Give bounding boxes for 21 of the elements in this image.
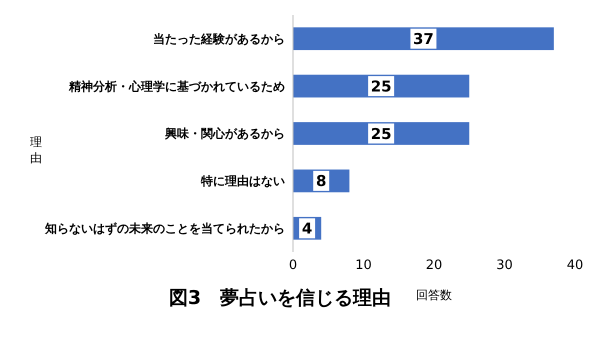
- x-tick-label: 0: [288, 258, 298, 273]
- x-tick-label: 10: [355, 258, 372, 273]
- data-label: 8: [316, 172, 326, 190]
- y-axis-title: 理由: [30, 135, 42, 165]
- y-tick-label: 興味・関心があるから: [164, 126, 285, 141]
- data-label: 25: [370, 77, 392, 96]
- bar: [293, 122, 470, 145]
- y-tick-label: 精神分析・心理学に基づかれているため: [68, 79, 285, 94]
- x-tick-label: 20: [426, 258, 442, 273]
- bar: [293, 27, 554, 50]
- text: 図3 夢占いを信じる理由: [168, 287, 392, 309]
- data-label: 37: [412, 30, 434, 48]
- x-tick-label: 30: [496, 258, 513, 273]
- x-tick-label: 40: [566, 258, 584, 273]
- x-axis-title: 回答数: [416, 288, 452, 302]
- y-tick-label: 特に理由はない: [200, 174, 285, 188]
- data-label: 4: [302, 220, 312, 238]
- y-tick-label: 知らないはずの未来のことを当てられたから: [44, 222, 285, 236]
- bar: [293, 74, 470, 98]
- y-tick-label: 当たった経験があるから: [153, 32, 285, 46]
- data-label: 25: [370, 124, 392, 143]
